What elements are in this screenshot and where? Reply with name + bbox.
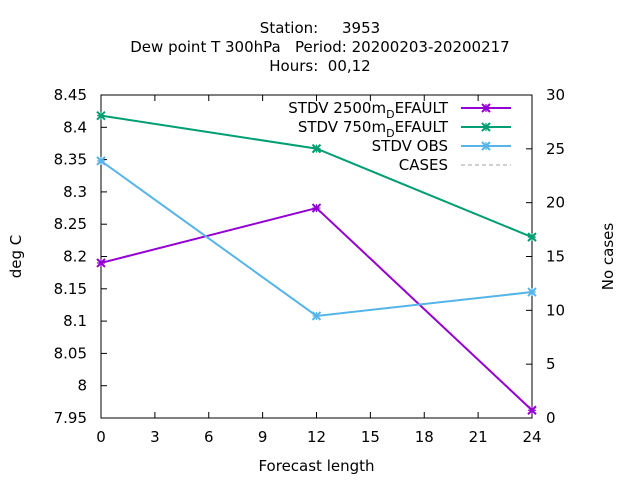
x-tick-label: 12 xyxy=(307,428,326,446)
title-line-1: Dew point T 300hPa Period: 20200203-2020… xyxy=(130,38,509,56)
y-tick-label: 8.45 xyxy=(54,86,87,104)
series-1-point xyxy=(527,232,537,242)
y-tick-label: 8.25 xyxy=(54,215,87,233)
x-tick-label: 0 xyxy=(96,428,106,446)
series-2-point xyxy=(311,311,322,321)
legend-label-3: CASES xyxy=(399,156,448,174)
y-tick-label: 8.15 xyxy=(54,280,87,298)
series-2-point xyxy=(96,156,106,166)
x-tick-label: 24 xyxy=(522,428,541,446)
series-lines xyxy=(96,110,537,415)
x-tick-label: 21 xyxy=(469,428,488,446)
y-tick-label: 8.3 xyxy=(63,183,87,201)
y-tick-label: 8 xyxy=(77,377,87,395)
series-0-point xyxy=(311,203,322,213)
y-tick-label: 7.95 xyxy=(54,409,87,427)
series-2-point xyxy=(527,287,537,297)
y-axis: 7.95 8 8.05 8.1 8.15 8.2 8.25 8.3 8.35 8.4 8.45 xyxy=(54,86,107,427)
y2-tick-label: 0 xyxy=(546,409,556,427)
x-tick-label: 15 xyxy=(361,428,380,446)
y-axis-label: deg C xyxy=(7,235,25,279)
legend-label-0: STDV 2500mDEFAULT xyxy=(288,99,449,121)
y2-axis-label: No cases xyxy=(599,223,617,291)
y-tick-label: 8.2 xyxy=(63,248,87,266)
y2-tick-label: 15 xyxy=(546,248,565,266)
plot-frame xyxy=(100,94,533,419)
y2-tick-label: 20 xyxy=(546,194,565,212)
y2-tick-label: 10 xyxy=(546,301,565,319)
legend-marker-1 xyxy=(481,122,491,132)
series-1-point xyxy=(96,110,106,121)
series-0-point xyxy=(527,405,537,415)
y2-tick-label: 5 xyxy=(546,355,556,373)
x-tick-label: 6 xyxy=(204,428,214,446)
y-tick-label: 8.4 xyxy=(63,118,87,136)
x-tick-label: 3 xyxy=(150,428,160,446)
y2-axis: 0 5 10 15 20 25 30 xyxy=(526,86,565,427)
title-line-2: Hours: 00,12 xyxy=(269,57,370,75)
y2-tick-label: 25 xyxy=(546,140,565,158)
series-1-point xyxy=(311,143,322,154)
x-axis-label: Forecast length xyxy=(258,457,374,475)
y2-tick-label: 30 xyxy=(546,86,565,104)
y-tick-label: 8.35 xyxy=(54,151,87,169)
y-tick-label: 8.05 xyxy=(54,344,87,362)
series-0-point xyxy=(96,258,106,268)
legend-marker-2 xyxy=(481,141,491,151)
title-line-0: Station: 3953 xyxy=(260,19,380,37)
x-axis: 0 3 6 9 12 15 18 21 24 xyxy=(96,95,542,446)
x-tick-label: 9 xyxy=(258,428,268,446)
x-tick-label: 18 xyxy=(415,428,434,446)
legend-label-1: STDV 750mDEFAULT xyxy=(298,118,449,140)
legend-marker-0 xyxy=(481,103,491,113)
series-line-2 xyxy=(100,160,533,317)
legend-label-2: STDV OBS xyxy=(372,137,448,155)
y-tick-label: 8.1 xyxy=(63,312,87,330)
series-line-0 xyxy=(100,206,533,411)
